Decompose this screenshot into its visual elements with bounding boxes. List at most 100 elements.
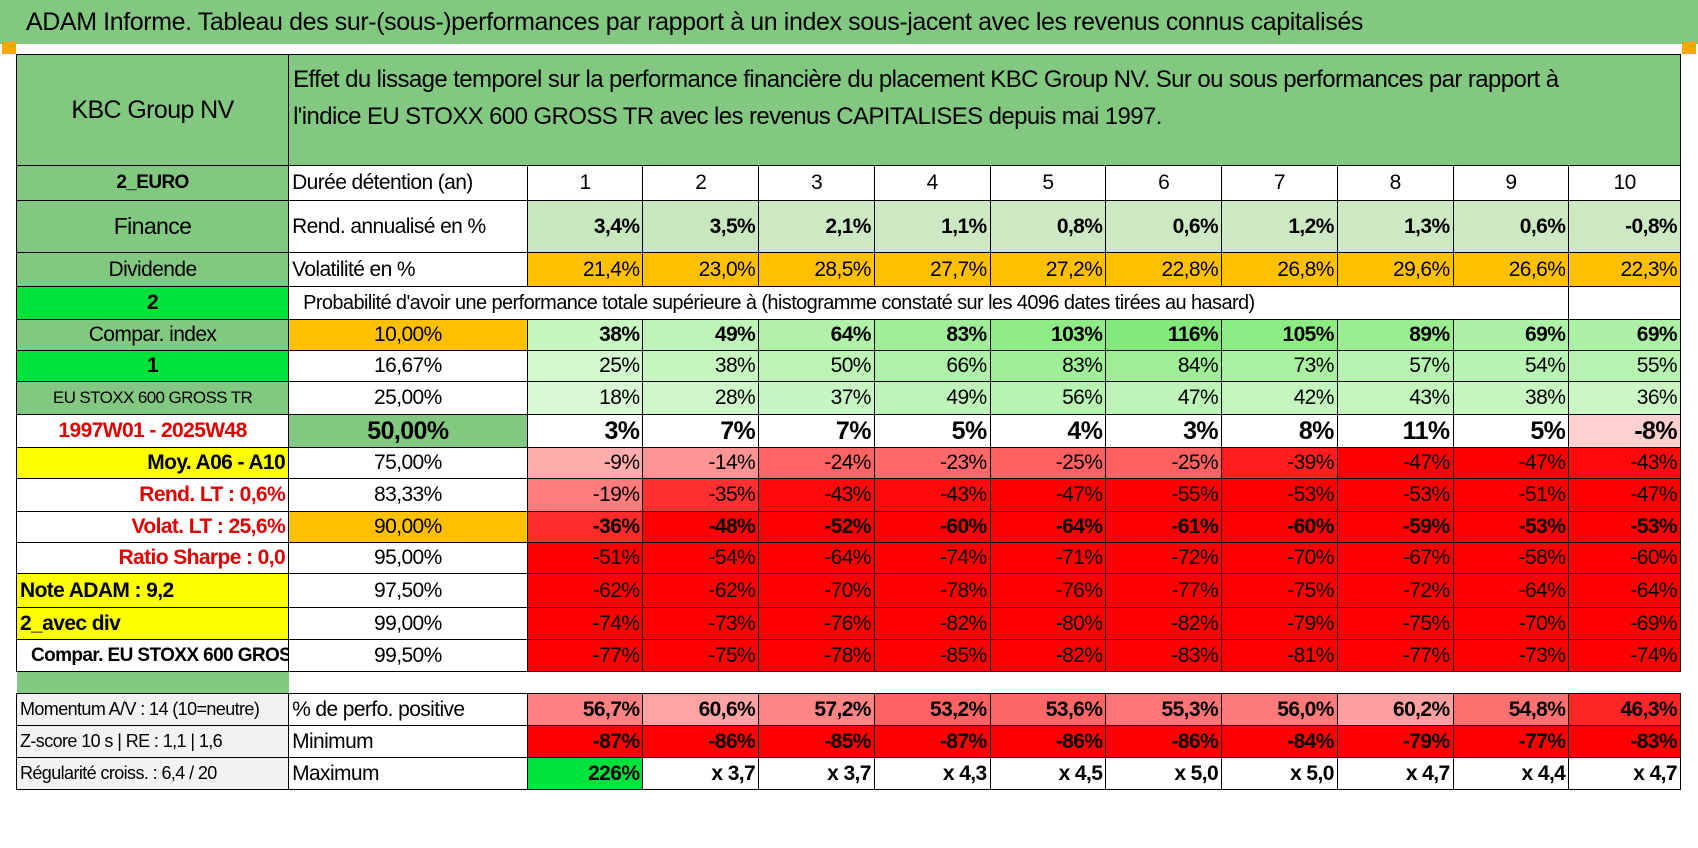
quantile-row: EU STOXX 600 GROSS TR 25,00% 18% 28% 37% 49% 5… <box>15 381 1681 415</box>
summary-value: x 5,0 <box>1105 757 1223 790</box>
annual-return-cell: 3,4% <box>526 200 644 253</box>
annual-return-cell: 3,5% <box>642 200 760 253</box>
volatility-cell: 22,8% <box>1105 252 1223 287</box>
quantile-value: 64% <box>758 319 875 351</box>
quantile-value: -78% <box>758 639 875 672</box>
volatility-cell: 22,3% <box>1568 252 1681 287</box>
summary-value: 53,6% <box>989 693 1107 726</box>
quantile-value: -43% <box>1568 447 1681 479</box>
quantile-value: -55% <box>1105 478 1223 512</box>
quantile-level: 10,00% <box>288 319 528 351</box>
quantile-level: 83,33% <box>288 478 528 512</box>
quantile-value: 43% <box>1336 381 1454 415</box>
row-side-label: 1 <box>15 350 290 382</box>
quantile-value: -43% <box>758 478 875 512</box>
annual-return-cell: 2,1% <box>758 200 875 253</box>
quantile-value: -53% <box>1221 478 1338 512</box>
quantile-level: 90,00% <box>288 511 528 543</box>
row-side-label: Rend. LT : 0,6% <box>15 478 290 512</box>
option-selector[interactable]: 2 <box>15 286 290 320</box>
quantile-value: -78% <box>873 573 991 608</box>
quantile-value: 42% <box>1221 381 1338 415</box>
quantile-value: 50% <box>758 350 875 382</box>
quantile-value: -76% <box>758 607 875 640</box>
summary-value: x 5,0 <box>1221 757 1338 790</box>
quantile-value: 47% <box>1105 381 1223 415</box>
year-header: 6 <box>1105 165 1223 201</box>
quantile-value: -77% <box>526 639 644 672</box>
volatility-cell: 27,2% <box>989 252 1107 287</box>
quantile-row: 1 16,67% 25% 38% 50% 66% 83% 84% 73% 57% 54% 55% <box>15 350 1681 382</box>
row-side-label: 1997W01 - 2025W48 <box>15 414 290 448</box>
quantile-value: -73% <box>1452 639 1570 672</box>
quantile-value: -64% <box>758 542 875 574</box>
quantile-value: -67% <box>1336 542 1454 574</box>
quantile-value: -60% <box>1568 542 1681 574</box>
quantile-value: -80% <box>989 607 1107 640</box>
quantile-value: -75% <box>642 639 760 672</box>
quantile-value: -74% <box>873 542 991 574</box>
quantile-row: Moy. A06 - A10 75,00% -9% -14% -24% -23% -25% -… <box>15 447 1681 479</box>
quantile-level: 16,67% <box>288 350 528 382</box>
quantile-level: 99,00% <box>288 607 528 640</box>
quantile-value: 116% <box>1105 319 1223 351</box>
quantile-value: 7% <box>758 414 875 448</box>
summary-row: Z-score 10 s | RE : 1,1 | 1,6 Minimum -87%… <box>15 725 1681 758</box>
volatility-cell: 29,6% <box>1336 252 1454 287</box>
holding-period-label: Durée détention (an) <box>288 165 528 201</box>
quantile-value: 38% <box>1452 381 1570 415</box>
quantile-value: -74% <box>526 607 644 640</box>
summary-label: % de perfo. positive <box>288 693 528 726</box>
row-side-label: Ratio Sharpe : 0,0 <box>15 542 290 574</box>
quantile-value: -81% <box>1221 639 1338 672</box>
summary-value: 60,6% <box>642 693 760 726</box>
quantile-value: -64% <box>1452 573 1570 608</box>
summary-value: 226% <box>526 757 644 790</box>
quantile-value: -25% <box>1105 447 1223 479</box>
quantile-value: 69% <box>1452 319 1570 351</box>
report-banner: ADAM Informe. Tableau des sur-(sous-)per… <box>0 0 1698 44</box>
summary-value: x 3,7 <box>758 757 875 790</box>
quantile-value: -47% <box>1568 478 1681 512</box>
summary-value: 46,3% <box>1568 693 1681 726</box>
quantile-value: -82% <box>873 607 991 640</box>
table-description: Effet du lissage temporel sur la perform… <box>288 54 1681 166</box>
quantile-row: Compar. index 10,00% 38% 49% 64% 83% 103% 116% 1… <box>15 319 1681 351</box>
quantile-level: 25,00% <box>288 381 528 415</box>
quantile-value: -25% <box>989 447 1107 479</box>
summary-side-label: Z-score 10 s | RE : 1,1 | 1,6 <box>15 725 290 758</box>
annual-return-cell: 1,2% <box>1221 200 1338 253</box>
quantile-value: -70% <box>1452 607 1570 640</box>
row-side-label: Moy. A06 - A10 <box>15 447 290 479</box>
quantile-value: -47% <box>1336 447 1454 479</box>
quantile-value: 4% <box>989 414 1107 448</box>
summary-label: Maximum <box>288 757 528 790</box>
annual-return-cell: 0,6% <box>1452 200 1570 253</box>
quantile-value: -62% <box>642 573 760 608</box>
spacer-row <box>16 671 1681 694</box>
quantile-value: 83% <box>989 350 1107 382</box>
quantile-value: 38% <box>642 350 760 382</box>
annual-return-cell: 1,3% <box>1336 200 1454 253</box>
year-header: 7 <box>1221 165 1338 201</box>
quantile-value: -64% <box>989 511 1107 543</box>
year-header: 8 <box>1336 165 1454 201</box>
quantile-value: 3% <box>1105 414 1223 448</box>
quantile-value: -24% <box>758 447 875 479</box>
quantile-value: -82% <box>1105 607 1223 640</box>
quantile-value: -53% <box>1568 511 1681 543</box>
quantile-value: 84% <box>1105 350 1223 382</box>
quantile-value: -23% <box>873 447 991 479</box>
quantile-value: 25% <box>526 350 644 382</box>
quantile-value: -19% <box>526 478 644 512</box>
quantile-value: 3% <box>526 414 644 448</box>
quantile-value: 7% <box>642 414 760 448</box>
left-marker <box>2 42 16 54</box>
summary-row: Momentum A/V : 14 (10=neutre)% de perfo.… <box>15 693 1681 726</box>
right-marker <box>1682 42 1696 54</box>
volatility-cell: 27,7% <box>873 252 991 287</box>
summary-value: -85% <box>758 725 875 758</box>
annual-return-row: Finance Rend. annualisé en % 3,4% 3,5% 2,1… <box>15 200 1681 253</box>
summary-value: -86% <box>989 725 1107 758</box>
quantile-value: 11% <box>1336 414 1454 448</box>
